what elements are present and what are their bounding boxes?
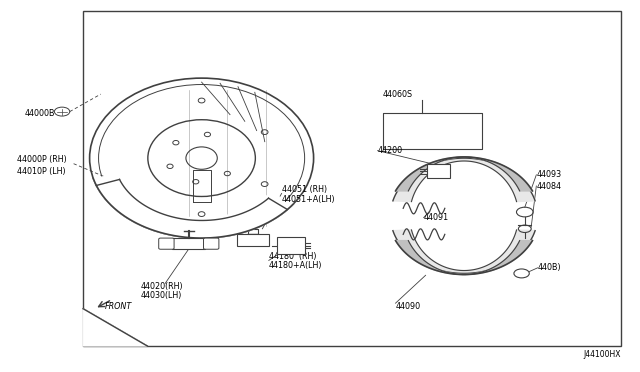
Polygon shape [393, 158, 535, 202]
Text: J44100HX: J44100HX [583, 350, 621, 359]
Text: 44091: 44091 [424, 213, 449, 222]
Text: 44180  (RH): 44180 (RH) [269, 252, 316, 261]
Bar [427, 164, 450, 178]
Text: 44060S: 44060S [383, 90, 413, 99]
Text: 44084: 44084 [536, 182, 561, 190]
Text: 440B): 440B) [538, 263, 561, 272]
Polygon shape [393, 230, 535, 273]
Polygon shape [93, 174, 293, 238]
Polygon shape [396, 157, 532, 191]
FancyBboxPatch shape [204, 238, 219, 249]
Text: 44093: 44093 [536, 170, 561, 179]
Text: 44030(LH): 44030(LH) [141, 291, 182, 300]
Text: 44200: 44200 [378, 146, 403, 155]
Bar [172, 238, 205, 249]
Bar [277, 237, 305, 254]
Text: 44051+A(LH): 44051+A(LH) [282, 195, 335, 203]
Text: 44010P (LH): 44010P (LH) [17, 167, 66, 176]
Text: 44000P (RH): 44000P (RH) [17, 155, 67, 164]
Text: 44051 (RH): 44051 (RH) [282, 185, 327, 194]
Polygon shape [396, 241, 532, 275]
Text: 44020(RH): 44020(RH) [141, 282, 184, 291]
Text: 44000B: 44000B [24, 109, 55, 118]
Text: 44090: 44090 [396, 302, 420, 311]
Text: FRONT: FRONT [104, 302, 132, 311]
Bar [83, 11, 621, 346]
Text: 44180+A(LH): 44180+A(LH) [269, 262, 323, 270]
Polygon shape [83, 309, 147, 346]
FancyBboxPatch shape [159, 238, 174, 249]
Bar [237, 234, 269, 246]
